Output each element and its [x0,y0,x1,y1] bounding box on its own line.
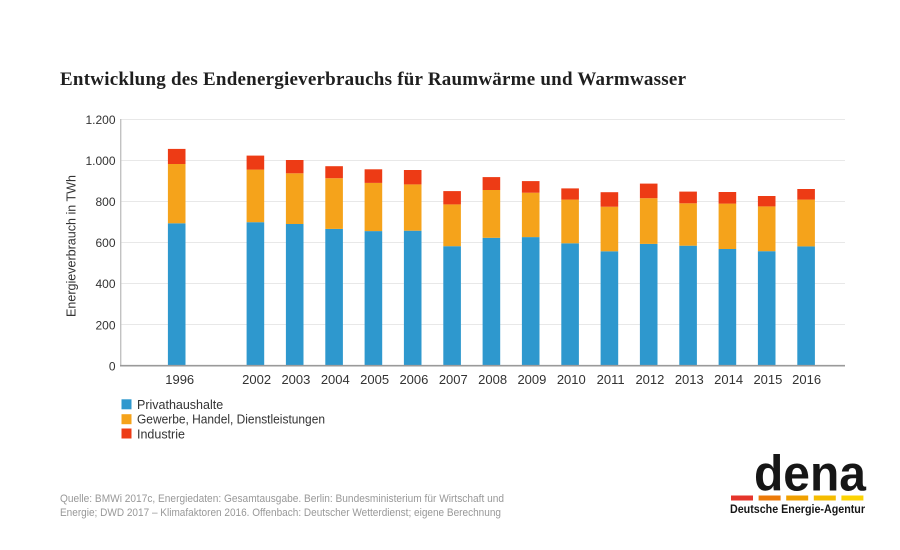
svg-text:1.000: 1.000 [85,154,115,168]
svg-text:2007: 2007 [439,372,468,387]
svg-text:2010: 2010 [557,372,586,387]
svg-text:2003: 2003 [281,372,310,387]
svg-text:0: 0 [109,359,116,373]
svg-text:1996: 1996 [165,372,194,387]
svg-text:Entwicklung des Endenergieverb: Entwicklung des Endenergieverbrauchs für… [60,69,687,90]
svg-text:dena: dena [754,446,867,502]
svg-text:2015: 2015 [753,372,782,387]
svg-text:2008: 2008 [478,372,507,387]
svg-text:600: 600 [95,236,115,250]
svg-text:2011: 2011 [597,372,625,387]
svg-text:2004: 2004 [321,372,350,387]
svg-text:Privathaushalte: Privathaushalte [137,398,223,412]
svg-text:800: 800 [95,195,115,209]
svg-text:Energieverbrauch in TWh: Energieverbrauch in TWh [65,175,79,317]
svg-text:2012: 2012 [635,372,664,387]
svg-text:2006: 2006 [399,372,428,387]
svg-text:Energie; DWD 2017 – Klimafakto: Energie; DWD 2017 – Klimafaktoren 2016. … [60,507,501,519]
svg-text:Deutsche Energie-Agentur: Deutsche Energie-Agentur [730,502,865,516]
svg-text:200: 200 [95,318,115,332]
svg-text:Gewerbe, Handel, Dienstleistun: Gewerbe, Handel, Dienstleistungen [137,413,325,427]
svg-text:400: 400 [95,277,115,291]
svg-text:2002: 2002 [242,372,271,387]
svg-text:Industrie: Industrie [137,427,185,441]
svg-text:2014: 2014 [714,372,743,387]
svg-text:2009: 2009 [517,372,546,387]
svg-text:2016: 2016 [792,372,821,387]
svg-text:2013: 2013 [675,372,704,387]
svg-text:1.200: 1.200 [85,113,115,127]
svg-text:2005: 2005 [360,372,389,387]
svg-text:Quelle: BMWi 2017c, Energiedat: Quelle: BMWi 2017c, Energiedaten: Gesamt… [60,493,504,505]
